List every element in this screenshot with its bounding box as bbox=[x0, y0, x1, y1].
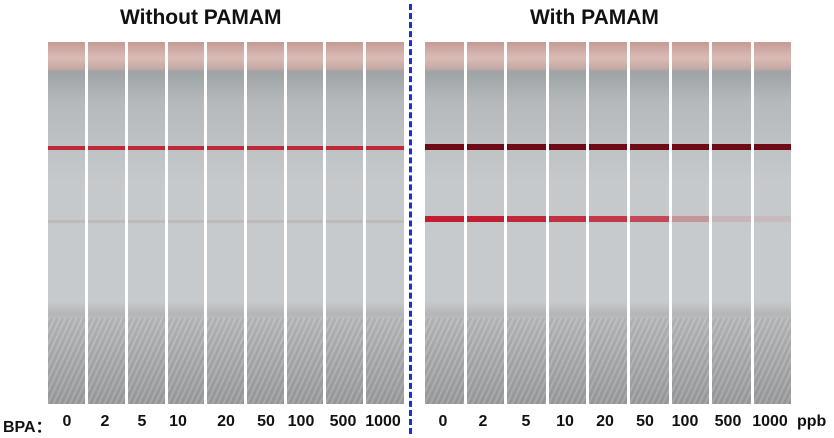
test-line bbox=[630, 216, 669, 222]
concentration-label: 5 bbox=[521, 413, 531, 430]
test-line-faint bbox=[128, 220, 165, 223]
test-strip-500 bbox=[712, 42, 751, 404]
control-line bbox=[88, 146, 125, 150]
concentration-label: 10 bbox=[169, 413, 187, 430]
test-line bbox=[507, 216, 546, 222]
test-line bbox=[754, 216, 791, 222]
test-line bbox=[467, 216, 504, 222]
control-line bbox=[549, 144, 586, 150]
test-strip-100 bbox=[287, 42, 323, 404]
strip-gap bbox=[323, 42, 326, 404]
test-strip-50 bbox=[247, 42, 284, 404]
test-line-faint bbox=[247, 220, 284, 223]
test-strip-0 bbox=[425, 42, 464, 404]
title-without-pamam: Without PAMAM bbox=[120, 6, 282, 29]
concentration-label: 100 bbox=[671, 413, 699, 430]
test-strip-5 bbox=[507, 42, 546, 404]
control-line bbox=[672, 144, 709, 150]
concentration-label: 10 bbox=[556, 413, 574, 430]
unit-label: ppb bbox=[797, 413, 827, 430]
control-line bbox=[207, 146, 244, 150]
test-strip-500 bbox=[326, 42, 363, 404]
test-strip-5 bbox=[128, 42, 165, 404]
concentration-label: 50 bbox=[636, 413, 654, 430]
control-line bbox=[48, 146, 85, 150]
test-line-faint bbox=[168, 220, 204, 223]
strip-gap bbox=[165, 42, 168, 404]
test-line bbox=[549, 216, 586, 222]
test-strip-1000 bbox=[754, 42, 791, 404]
test-strip-2 bbox=[88, 42, 125, 404]
concentration-label: 500 bbox=[714, 413, 742, 430]
test-strip-0 bbox=[48, 42, 85, 404]
concentration-label: 0 bbox=[438, 413, 448, 430]
strip-gap bbox=[709, 42, 712, 404]
concentration-label: 2 bbox=[100, 413, 110, 430]
control-line bbox=[128, 146, 165, 150]
analyte-label: BPA： bbox=[3, 419, 52, 436]
control-line bbox=[712, 144, 751, 150]
test-line bbox=[425, 216, 464, 222]
strip-gap bbox=[204, 42, 207, 404]
test-line bbox=[672, 216, 709, 222]
control-line bbox=[467, 144, 504, 150]
test-line-faint bbox=[366, 220, 404, 223]
test-strip-1000 bbox=[366, 42, 404, 404]
strip-gap bbox=[363, 42, 366, 404]
test-line-faint bbox=[326, 220, 363, 223]
concentration-label: 5 bbox=[137, 413, 147, 430]
strip-gap bbox=[586, 42, 589, 404]
concentration-label: 1000 bbox=[365, 413, 401, 430]
control-line bbox=[247, 146, 284, 150]
control-line bbox=[366, 146, 404, 150]
strip-gap bbox=[244, 42, 247, 404]
test-strip-panel-without-pamam bbox=[48, 42, 404, 404]
test-line bbox=[712, 216, 751, 222]
control-line bbox=[589, 144, 627, 150]
panel-divider bbox=[409, 4, 412, 434]
concentration-label: 20 bbox=[217, 413, 235, 430]
test-strip-50 bbox=[630, 42, 669, 404]
test-line-faint bbox=[88, 220, 125, 223]
test-line-faint bbox=[207, 220, 244, 223]
concentration-label: 1000 bbox=[752, 413, 788, 430]
test-strip-20 bbox=[589, 42, 627, 404]
test-line-faint bbox=[287, 220, 323, 223]
strip-gap bbox=[669, 42, 672, 404]
test-strip-100 bbox=[672, 42, 709, 404]
title-with-pamam: With PAMAM bbox=[530, 6, 659, 29]
test-strip-10 bbox=[549, 42, 586, 404]
strip-gap bbox=[125, 42, 128, 404]
test-strip-10 bbox=[168, 42, 204, 404]
test-strip-20 bbox=[207, 42, 244, 404]
concentration-label: 2 bbox=[478, 413, 488, 430]
control-line bbox=[326, 146, 363, 150]
test-line-faint bbox=[48, 220, 85, 223]
concentration-label: 0 bbox=[62, 413, 72, 430]
strip-gap bbox=[85, 42, 88, 404]
control-line bbox=[168, 146, 204, 150]
control-line bbox=[507, 144, 546, 150]
strip-gap bbox=[464, 42, 467, 404]
strip-gap bbox=[284, 42, 287, 404]
test-line bbox=[589, 216, 627, 222]
concentration-label: 50 bbox=[257, 413, 275, 430]
control-line bbox=[425, 144, 464, 150]
control-line bbox=[287, 146, 323, 150]
strip-gap bbox=[751, 42, 754, 404]
test-strip-panel-with-pamam bbox=[425, 42, 791, 404]
strip-gap bbox=[504, 42, 507, 404]
concentration-label: 500 bbox=[329, 413, 357, 430]
strip-gap bbox=[546, 42, 549, 404]
strip-gap bbox=[627, 42, 630, 404]
concentration-label: 20 bbox=[596, 413, 614, 430]
control-line bbox=[754, 144, 791, 150]
test-strip-2 bbox=[467, 42, 504, 404]
concentration-label: 100 bbox=[287, 413, 315, 430]
control-line bbox=[630, 144, 669, 150]
